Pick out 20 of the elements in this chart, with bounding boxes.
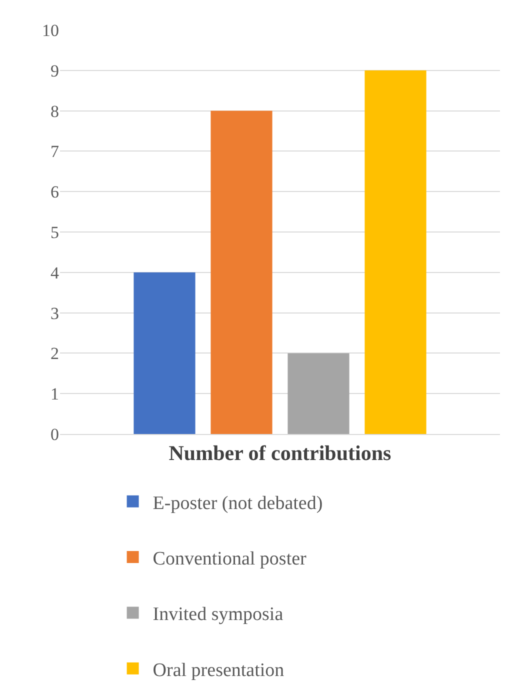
bar [210, 110, 272, 434]
bar [364, 70, 426, 434]
y-tick-label: 2 [50, 344, 59, 364]
legend-label: Invited symposia [152, 604, 284, 626]
y-tick-label: 5 [50, 222, 59, 242]
y-tick-label: 3 [50, 304, 59, 323]
legend-label: Oral presentation [152, 660, 285, 681]
bar [134, 272, 196, 434]
y-tick-label: 8 [50, 102, 59, 121]
y-tick-label: 10 [42, 20, 59, 40]
legend-label: E-poster (not debated) [152, 492, 323, 514]
y-tick-label: 9 [50, 61, 59, 80]
y-tick-label: 4 [50, 263, 60, 282]
legend-label: Conventional poster [152, 548, 308, 570]
y-tick-label: 0 [50, 424, 59, 444]
y-tick-label: 7 [50, 142, 60, 162]
x-tick-label: Number of contributions [168, 441, 392, 466]
y-tick-label: 1 [50, 384, 59, 404]
bar [288, 353, 350, 434]
y-tick-label: 6 [50, 182, 59, 202]
